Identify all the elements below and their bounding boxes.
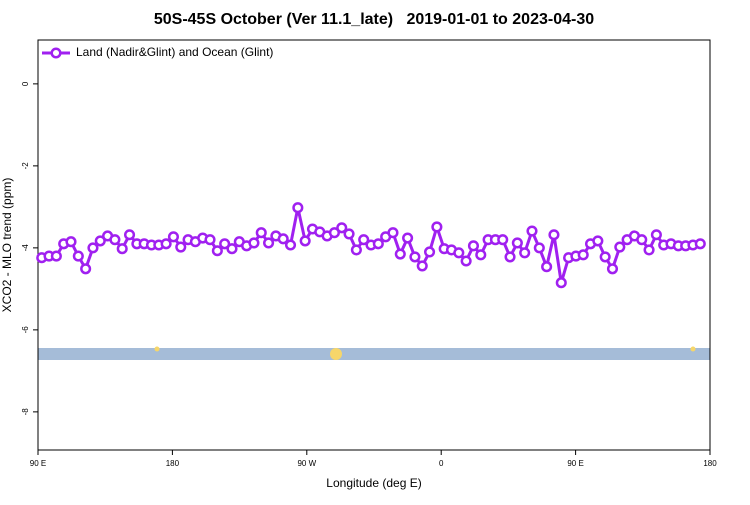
point [372, 238, 384, 250]
x-tick-label: 90 E [30, 459, 46, 468]
point [94, 235, 106, 247]
point [65, 236, 77, 248]
point [292, 202, 304, 214]
y-tick-label: -6 [21, 326, 30, 334]
map-blob [690, 346, 696, 352]
point [109, 234, 121, 246]
point [299, 235, 311, 247]
point [533, 242, 545, 254]
point [650, 229, 662, 241]
point [548, 229, 560, 241]
y-axis-label: XCO2 - MLO trend (ppm) [0, 178, 14, 313]
point [497, 234, 509, 246]
point [431, 221, 443, 233]
point [541, 261, 553, 273]
x-tick-label: 180 [166, 459, 180, 468]
point [555, 277, 567, 289]
point [636, 234, 648, 246]
point [255, 227, 267, 239]
point [424, 246, 436, 258]
x-tick-label: 90 W [297, 459, 316, 468]
point [80, 263, 92, 275]
point [204, 234, 216, 246]
point [592, 235, 604, 247]
legend-marker [50, 47, 62, 59]
x-axis-label: Longitude (deg E) [326, 476, 421, 490]
point [72, 250, 84, 262]
point [219, 238, 231, 250]
point [284, 239, 297, 251]
x-tick-label: 0 [439, 459, 444, 468]
point [87, 242, 99, 254]
y-tick-label: 0 [21, 81, 30, 86]
point [402, 232, 414, 244]
point [277, 233, 289, 245]
point [123, 229, 136, 241]
x-tick-label: 180 [703, 459, 717, 468]
point [526, 225, 538, 237]
point [343, 228, 355, 240]
point [175, 241, 187, 253]
point [614, 241, 626, 253]
point [336, 222, 348, 234]
y-tick-label: -2 [21, 162, 30, 170]
point [694, 238, 706, 250]
y-tick-label: -4 [21, 244, 30, 252]
point [160, 238, 172, 250]
y-tick-label: -8 [21, 408, 30, 416]
point [409, 251, 421, 263]
x-tick-label: 90 E [567, 459, 583, 468]
point [599, 251, 611, 263]
point [211, 245, 223, 257]
point [643, 244, 655, 256]
point [504, 251, 516, 263]
chart-title: 50S-45S October (Ver 11.1_late) 2019-01-… [154, 11, 594, 28]
point [467, 240, 480, 252]
point [460, 255, 472, 267]
map-strip [38, 348, 710, 360]
point [350, 244, 362, 256]
point [50, 250, 62, 262]
legend-label: Land (Nadir&Glint) and Ocean (Glint) [76, 45, 273, 59]
point [606, 263, 619, 275]
point [263, 237, 275, 249]
point [167, 231, 179, 243]
point [226, 243, 238, 255]
point [577, 249, 589, 261]
point [328, 227, 340, 239]
point [358, 234, 370, 246]
point [453, 247, 465, 259]
point [519, 247, 531, 259]
point [511, 237, 523, 249]
point [416, 260, 428, 272]
point [116, 243, 128, 255]
point [387, 227, 399, 239]
point [248, 237, 260, 249]
plot-frame [37, 39, 711, 451]
point [394, 248, 406, 260]
map-blob [330, 348, 342, 360]
map-blob [154, 346, 160, 352]
point [475, 249, 487, 261]
